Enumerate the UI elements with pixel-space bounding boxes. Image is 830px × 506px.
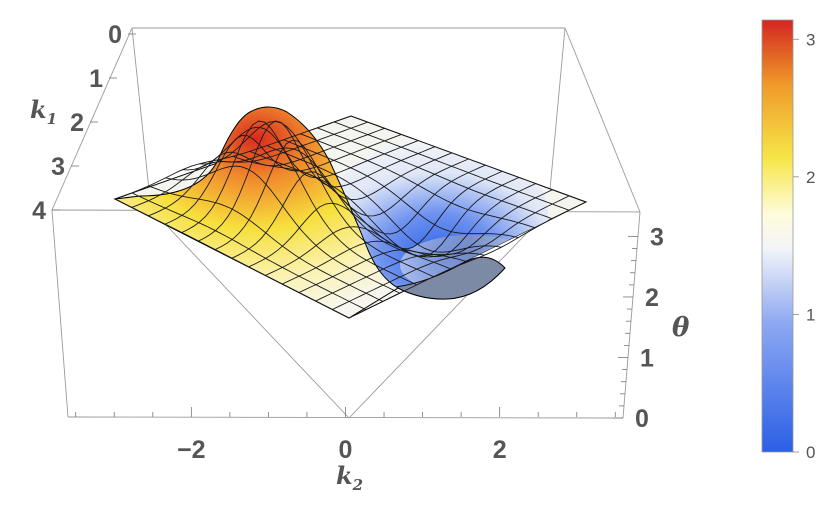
- theta-axis-title: θ: [672, 313, 690, 343]
- mesh-line: [265, 170, 503, 276]
- mesh-line: [298, 183, 536, 293]
- valley-dip: [394, 256, 506, 300]
- mesh-line: [283, 139, 519, 239]
- k2-axis-title: k2: [336, 461, 363, 494]
- mesh-line: [350, 115, 587, 203]
- mesh-line: [300, 133, 536, 229]
- mesh-line: [281, 177, 520, 285]
- k1-tick-label: 0: [108, 21, 122, 49]
- k2-tick-label: 0: [339, 436, 353, 464]
- k2-tick-label: 2: [493, 436, 507, 464]
- mesh-line: [248, 164, 486, 268]
- k2-tick-label: −2: [177, 436, 206, 464]
- mesh-line: [348, 201, 587, 319]
- colorbar-tick-label: 1: [806, 305, 815, 324]
- theta-tick-label: 1: [640, 344, 654, 372]
- k2-axis: −2 0 2 k2: [75, 407, 616, 494]
- k1-tick-label: 2: [70, 109, 84, 137]
- colorbar-tick-label: 2: [806, 168, 815, 187]
- mesh-line: [333, 121, 570, 211]
- colorbar-tick-label: 3: [806, 30, 815, 49]
- mesh-lines: [114, 115, 587, 319]
- k1-tick-label: 1: [89, 65, 103, 93]
- k1-tick-label: 3: [51, 153, 65, 181]
- mesh-line: [332, 195, 570, 310]
- colorbar-tick-label: 0: [806, 443, 815, 462]
- mesh-line: [317, 127, 553, 220]
- mesh-line: [231, 158, 469, 259]
- colorbar: 0 1 2 3: [761, 19, 815, 462]
- k1-axis-title: k1: [30, 95, 57, 128]
- surface-mesh: [113, 106, 588, 319]
- mesh-line: [266, 145, 502, 253]
- theta-axis: 0 1 2 3 θ: [613, 223, 690, 433]
- colorbar-gradient: [761, 19, 794, 453]
- mesh-line: [315, 189, 553, 302]
- theta-tick-label: 0: [635, 405, 649, 433]
- theta-tick-label: 3: [650, 223, 664, 251]
- k1-tick-label: 4: [32, 197, 46, 225]
- theta-tick-label: 2: [645, 284, 659, 312]
